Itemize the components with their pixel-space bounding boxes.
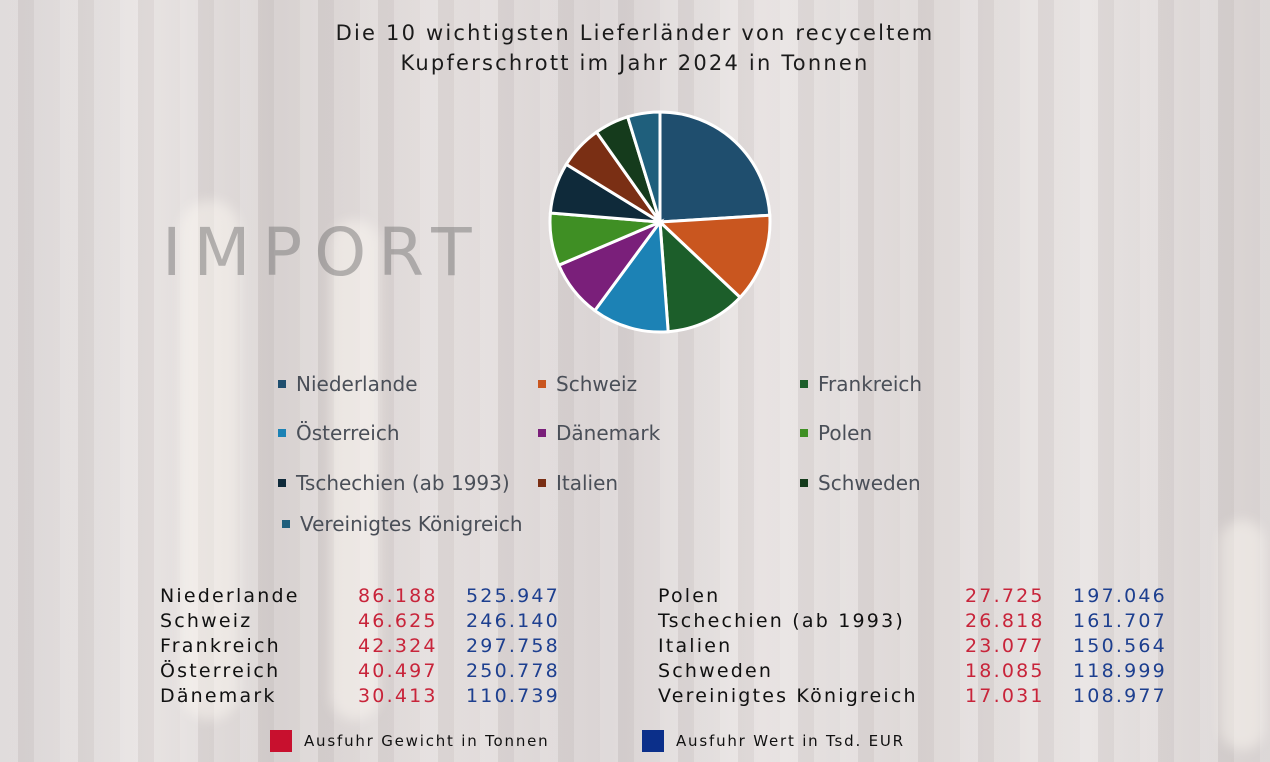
legend-label: Polen <box>818 421 873 445</box>
row-country: Schweiz <box>160 610 253 632</box>
legend-swatch <box>538 380 546 388</box>
row-weight: 46.625 <box>358 610 438 632</box>
legend-swatch <box>278 380 286 388</box>
key-value-swatch <box>642 730 664 752</box>
legend-label: Niederlande <box>296 372 418 396</box>
row-country: Polen <box>658 585 721 607</box>
legend-item: Österreich <box>278 421 400 445</box>
legend-swatch <box>800 380 808 388</box>
row-value: 525.947 <box>466 585 560 607</box>
row-value: 108.977 <box>1073 685 1167 707</box>
pie-slice-niederlande <box>658 110 772 224</box>
row-value: 250.778 <box>466 660 560 682</box>
legend-item: Polen <box>800 421 872 445</box>
row-value: 297.758 <box>466 635 560 657</box>
legend-item: Dänemark <box>538 421 660 445</box>
legend-swatch <box>538 429 546 437</box>
pie-slice-schweiz <box>656 213 772 300</box>
row-country: Frankreich <box>160 635 281 657</box>
row-weight: 23.077 <box>965 635 1045 657</box>
pie-slice-vereinigtes-königreich <box>625 110 662 223</box>
key-weight-swatch <box>270 730 292 752</box>
legend-item: Italien <box>538 471 618 495</box>
row-country: Niederlande <box>160 585 300 607</box>
row-country: Italien <box>658 635 733 657</box>
legend-swatch <box>278 479 286 487</box>
legend-label: Dänemark <box>556 421 661 445</box>
row-weight: 40.497 <box>358 660 438 682</box>
row-value: 118.999 <box>1073 660 1167 682</box>
legend-item: Vereinigtes Königreich <box>282 512 523 536</box>
row-value: 110.739 <box>466 685 560 707</box>
row-country: Schweden <box>658 660 774 682</box>
chart-title: Die 10 wichtigsten Lieferländer von recy… <box>0 18 1270 78</box>
row-country: Österreich <box>160 660 281 682</box>
row-country: Vereinigtes Königreich <box>658 685 918 707</box>
legend-swatch <box>278 429 286 437</box>
legend-label: Italien <box>556 471 619 495</box>
key-weight: Ausfuhr Gewicht in Tonnen <box>270 730 550 752</box>
legend-swatch <box>800 479 808 487</box>
legend-label: Frankreich <box>818 372 923 396</box>
row-weight: 26.818 <box>965 610 1045 632</box>
row-weight: 86.188 <box>358 585 438 607</box>
chart-title-line2: Kupferschrott im Jahr 2024 in Tonnen <box>400 51 870 75</box>
row-weight: 30.413 <box>358 685 438 707</box>
pie-slice-frankreich <box>658 218 743 334</box>
legend-label: Schweiz <box>556 372 638 396</box>
key-value-label: Ausfuhr Wert in Tsd. EUR <box>676 732 905 750</box>
pie-chart <box>548 110 772 334</box>
row-weight: 17.031 <box>965 685 1045 707</box>
legend-item: Schweiz <box>538 372 637 396</box>
legend-label: Tschechien (ab 1993) <box>296 471 510 495</box>
legend-item: Tschechien (ab 1993) <box>278 471 510 495</box>
row-weight: 18.085 <box>965 660 1045 682</box>
legend-swatch <box>538 479 546 487</box>
pie-slice-österreich <box>592 217 670 334</box>
legend-item: Schweden <box>800 471 921 495</box>
row-value: 161.707 <box>1073 610 1167 632</box>
key-value: Ausfuhr Wert in Tsd. EUR <box>642 730 905 752</box>
legend-label: Schweden <box>818 471 921 495</box>
row-value: 150.564 <box>1073 635 1167 657</box>
legend-swatch <box>800 429 808 437</box>
row-value: 197.046 <box>1073 585 1167 607</box>
legend-item: Frankreich <box>800 372 922 396</box>
legend-label: Österreich <box>296 421 400 445</box>
row-weight: 27.725 <box>965 585 1045 607</box>
chart-legend: Niederlande Schweiz Frankreich Österreich Dä… <box>278 372 998 552</box>
background-glow <box>1220 520 1265 750</box>
import-watermark: IMPORT <box>162 214 484 291</box>
legend-item: Niederlande <box>278 372 418 396</box>
chart-title-line1: Die 10 wichtigsten Lieferländer von recy… <box>335 21 935 45</box>
legend-label: Vereinigtes Königreich <box>300 512 523 536</box>
row-country: Dänemark <box>160 685 277 707</box>
row-country: Tschechien (ab 1993) <box>658 610 905 632</box>
key-weight-label: Ausfuhr Gewicht in Tonnen <box>304 732 550 750</box>
row-weight: 42.324 <box>358 635 438 657</box>
table-key: Ausfuhr Gewicht in Tonnen Ausfuhr Wert i… <box>270 730 1070 756</box>
legend-swatch <box>282 520 290 528</box>
row-value: 246.140 <box>466 610 560 632</box>
